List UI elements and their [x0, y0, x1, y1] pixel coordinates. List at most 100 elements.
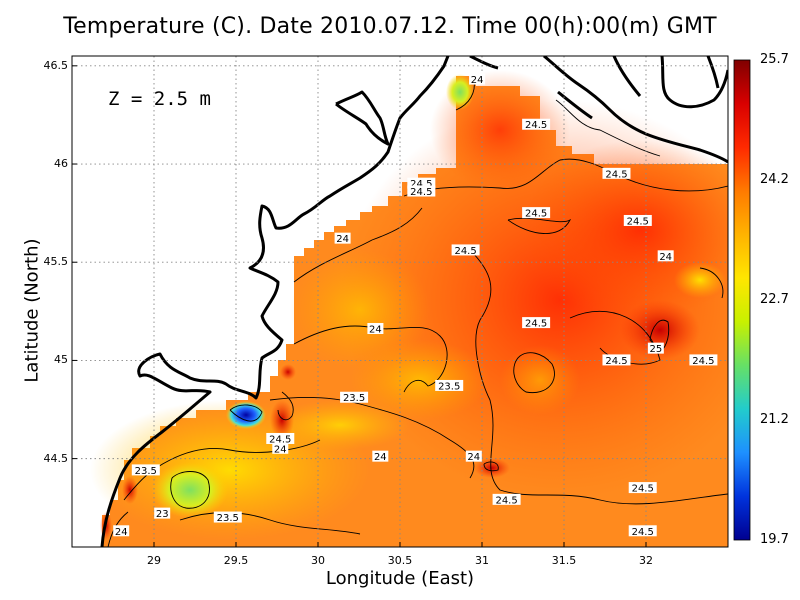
contour-label: 24	[372, 450, 389, 463]
contour-label-text: 25	[649, 344, 662, 355]
contour-label-text: 24.5	[525, 209, 547, 220]
contour-label: 23.5	[340, 391, 369, 404]
contour-label: 24	[465, 450, 482, 463]
contour-label-box	[465, 450, 482, 462]
contour-label-text: 24.5	[632, 527, 654, 538]
contour-label: 23.5	[435, 379, 464, 392]
contour-label: 23	[154, 507, 171, 520]
contour-label-box	[334, 232, 351, 244]
contour-label-box	[213, 511, 242, 523]
colorbar	[733, 59, 751, 541]
figure-title: Temperature (C). Date 2010.07.12. Time 0…	[63, 14, 717, 39]
contour-label-text: 23	[156, 509, 169, 520]
x-tick-label: 29.5	[223, 554, 249, 567]
contour-label: 25	[647, 342, 664, 355]
contour-label-box	[407, 177, 436, 189]
colorbar-label: 21.2	[760, 412, 789, 427]
y-axis-label: Latitude (North)	[21, 238, 43, 383]
contour-label-text: 24	[115, 527, 128, 538]
contour-label-text: 24.5	[410, 179, 432, 190]
contour-label: 24	[334, 232, 351, 245]
contour-label-text: 24.5	[269, 434, 291, 445]
contour-label-text: 24.5	[605, 356, 627, 367]
contour-label-text: 24	[471, 75, 484, 86]
colorbar-frame	[733, 59, 751, 541]
depth-label: Z = 2.5 m	[108, 88, 211, 110]
contour-label-box	[131, 464, 160, 476]
contour-label: 24.5	[628, 525, 657, 538]
contour-label-box	[340, 391, 369, 403]
contour-label: 24.5	[602, 354, 631, 367]
colorbar-label: 22.7	[760, 292, 789, 307]
contour-label-text: 24	[369, 324, 382, 335]
contour-label-text: 24	[374, 452, 387, 463]
contour-label: 24	[272, 442, 289, 455]
contour-label: 24.5	[623, 214, 652, 227]
contour-label-text: 24	[274, 444, 287, 455]
contour-label-text: 24.5	[632, 484, 654, 495]
axis-ticks	[72, 65, 647, 547]
colorbar-label: 25.7	[760, 52, 789, 67]
x-tick-label: 29	[147, 554, 161, 567]
contour-label-box	[647, 342, 664, 354]
contour-label-box	[113, 525, 130, 537]
contour-label-box	[623, 214, 652, 226]
x-tick-label: 31.5	[551, 554, 577, 567]
contour-label-text: 24	[467, 452, 480, 463]
temperature-field	[90, 70, 728, 540]
x-tick-label: 32	[639, 554, 653, 567]
contour-label: 24.5	[602, 167, 631, 180]
contour-label-box	[522, 118, 551, 130]
contour-label-text: 23.5	[217, 513, 239, 524]
contour-label: 24.5	[522, 207, 551, 220]
contour-label: 23.5	[131, 464, 160, 477]
y-tick-label: 45	[54, 353, 68, 367]
x-tick-label: 30	[311, 554, 325, 567]
contour-label-box	[628, 482, 657, 494]
y-tick-label: 46	[54, 157, 68, 171]
contour-label: 24	[657, 250, 674, 263]
x-tick-label: 30.5	[387, 554, 413, 567]
contour-label-box	[602, 167, 631, 179]
colorbar-label: 19.7	[760, 532, 789, 547]
contour-label: 24.5	[689, 354, 718, 367]
contour-label-text: 23.5	[135, 466, 157, 477]
contour-label-box	[266, 432, 295, 444]
contour-label: 24.5	[266, 432, 295, 445]
contour-label-text: 24	[336, 234, 349, 245]
contour-label: 24.5	[451, 244, 480, 257]
colorbar-gradient	[734, 60, 750, 540]
contour-label-text: 23.5	[438, 381, 460, 392]
contour-label-text: 24.5	[525, 120, 547, 131]
graticule	[72, 56, 728, 547]
contour-label-text: 24.5	[605, 169, 627, 180]
contour-label: 24.5	[407, 185, 436, 198]
contour-label-text: 24	[659, 252, 672, 263]
contour-label: 24.5	[522, 118, 551, 131]
contour-label-box	[272, 442, 289, 454]
contour-label: 24.5	[522, 317, 551, 330]
contour-label: 24.5	[492, 493, 521, 506]
contour-label-box	[522, 207, 551, 219]
contour-label-text: 24.5	[410, 187, 432, 198]
y-tick-label: 45.5	[43, 255, 69, 269]
contour-label-box	[154, 507, 171, 519]
y-tick-label: 46.5	[43, 58, 69, 72]
contour-label-box	[628, 525, 657, 537]
contour-label-text: 24.5	[525, 319, 547, 330]
contour-label-layer: 2424.524.524.524.524.524.52424.5242424.5…	[113, 73, 718, 538]
contour-label-box	[689, 354, 718, 366]
contour-label-text: 23.5	[343, 393, 365, 404]
contour-label-box	[657, 250, 674, 262]
x-axis-label: Longitude (East)	[325, 568, 475, 589]
contour-label-text: 24.5	[627, 216, 649, 227]
contour-label: 24	[113, 525, 130, 538]
contour-label-box	[469, 73, 486, 85]
y-tick-label: 44.5	[43, 451, 69, 465]
colorbar-label: 24.2	[760, 172, 789, 187]
contour-label: 24.5	[407, 177, 436, 190]
contour-label: 24	[367, 322, 384, 335]
contour-label-box	[492, 493, 521, 505]
